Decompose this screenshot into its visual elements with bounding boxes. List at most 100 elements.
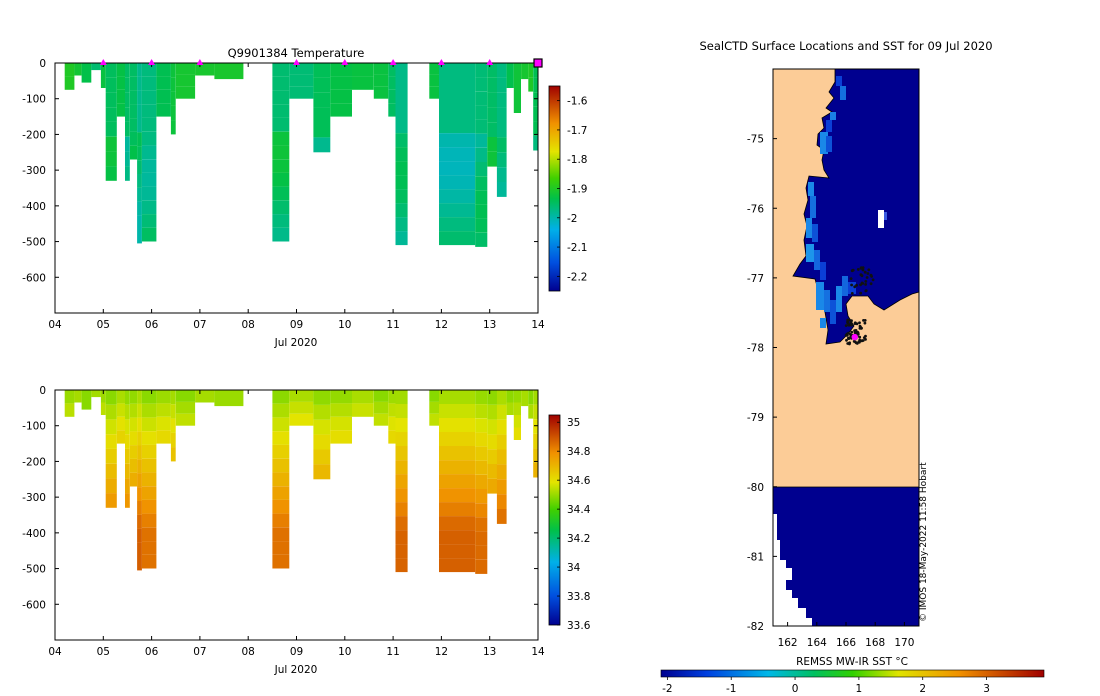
seal-track-dot [857, 340, 861, 344]
sst-cell [816, 282, 824, 310]
profile-cell [100, 75, 106, 88]
profile-cell [475, 119, 488, 134]
map-y-tick-label: -76 [747, 203, 764, 215]
sst-cell [840, 86, 846, 100]
profile-cell [175, 74, 196, 87]
profile-cell [313, 137, 331, 153]
profile-cell [129, 118, 138, 132]
profile-cell [395, 133, 408, 148]
colorbar-tick-label: 34 [567, 562, 581, 574]
sst-nodata [884, 212, 887, 220]
profile-cell [125, 478, 130, 494]
profile-cell [513, 390, 521, 403]
profile-cell [395, 63, 408, 77]
profile-cell [141, 486, 157, 500]
profile-cell [487, 434, 497, 450]
profile-cell [272, 541, 290, 555]
temperature-x-label: Jul 2020 [274, 337, 318, 349]
profile-marker [486, 59, 494, 65]
sst-cell [810, 196, 816, 218]
profile-cell [137, 63, 142, 77]
profile-cell [141, 513, 157, 528]
profile-cell [496, 449, 507, 465]
profile-cell [105, 448, 117, 464]
profile-cell [439, 133, 476, 148]
salinity-colorbar-ticks: 35 34.8 34.6 34.4 34.2 34 33.8 33.6 [557, 417, 591, 632]
profile-cell [141, 159, 157, 173]
profile-cell [439, 147, 476, 162]
sst-cell [824, 290, 830, 312]
x-tick-label: 12 [435, 319, 448, 331]
seal-track-dot [867, 268, 871, 272]
profile-marker-latest [533, 58, 543, 68]
y-tick-label: -200 [22, 129, 46, 141]
profile-cell [141, 200, 157, 215]
profile-cell [137, 403, 142, 418]
profile-cell [272, 117, 290, 132]
colorbar-tick-label: 34.6 [567, 475, 591, 487]
profile-cell [141, 63, 157, 77]
profile-cell [105, 92, 117, 108]
profile-cell [496, 419, 507, 435]
profile-cell [496, 464, 507, 480]
profile-cell [429, 86, 439, 99]
map-y-tick-label: -77 [747, 273, 764, 285]
seal-track-dot [855, 283, 858, 287]
profile-cell [487, 419, 497, 435]
profile-cell [388, 103, 396, 117]
sst-colorbar-ticks: -2 -1 0 1 2 3 [662, 677, 990, 695]
profile-cell [81, 63, 92, 83]
seal-track-dot [860, 274, 864, 278]
profile-cell [125, 151, 130, 167]
profile-cell [475, 474, 488, 489]
profile-cell [272, 227, 290, 242]
profile-cell [313, 122, 331, 138]
seal-track-dot [862, 319, 865, 322]
seal-track-dot [853, 285, 857, 289]
profile-cell [475, 517, 488, 532]
profile-cell [141, 390, 157, 404]
seal-track-dot [859, 291, 863, 295]
profile-cell [439, 189, 476, 204]
profile-cell [528, 77, 534, 92]
profile-cell [487, 122, 497, 137]
sst-colorbar-tick-label: 3 [983, 683, 990, 695]
profile-cell [475, 503, 488, 518]
seal-track-dot [850, 283, 853, 287]
profile-cell [125, 63, 130, 78]
profile-cell [475, 91, 488, 106]
profile-cell [439, 390, 476, 404]
y-tick-label: -500 [22, 237, 46, 249]
profile-cell [105, 463, 117, 479]
profile-cell [496, 434, 507, 450]
sst-cell [836, 76, 842, 86]
profile-cell [289, 413, 314, 426]
x-tick-label: 14 [531, 646, 545, 658]
seal-track-dot [869, 282, 873, 286]
profile-cell [330, 416, 352, 431]
profile-cell [137, 473, 142, 488]
profile-cell [475, 559, 488, 574]
profile-cell [313, 390, 331, 405]
x-tick-label: 04 [48, 646, 62, 658]
profile-cell [313, 464, 331, 480]
colorbar-tick-label: -2.2 [567, 271, 588, 283]
profile-cell [272, 444, 290, 459]
profile-cell [395, 175, 408, 190]
profile-cell [352, 76, 374, 90]
profile-cell [487, 478, 497, 494]
x-tick-label: 08 [242, 319, 255, 331]
profile-cell [513, 427, 521, 440]
profile-cell [475, 147, 488, 162]
current-location-marker [851, 333, 858, 341]
seal-track-dot [859, 283, 862, 287]
profile-cell [105, 390, 117, 405]
seal-track-dot [869, 273, 873, 277]
profile-cell [116, 89, 125, 104]
profile-cell [533, 63, 538, 78]
profile-cell [496, 77, 507, 93]
profile-cell [125, 493, 130, 508]
profile-cell [141, 145, 157, 160]
sst-cell [842, 276, 848, 296]
profile-cell [533, 135, 538, 151]
